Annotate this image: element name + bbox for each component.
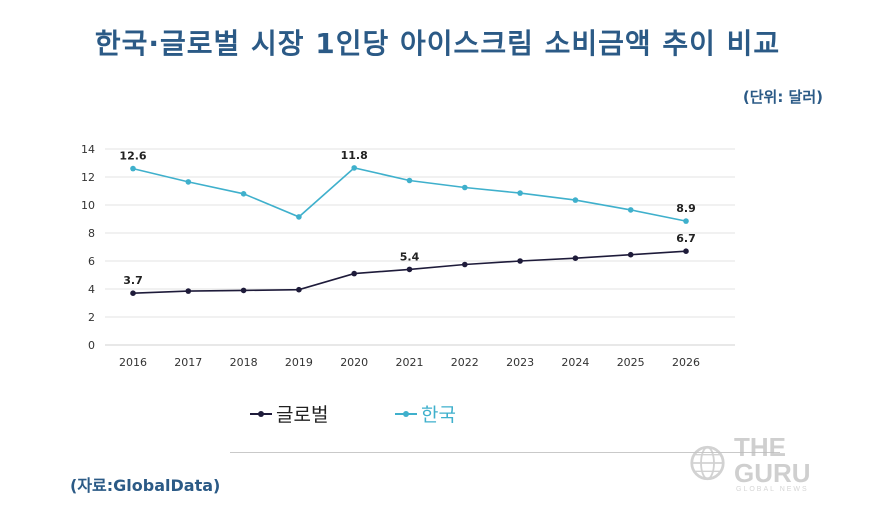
data-point-korea xyxy=(462,184,468,191)
data-point-korea xyxy=(296,214,302,220)
line-chart: 0 2 4 6 8 10 12 14 2016 2017 2018 2019 2020 2021 2022 2… xyxy=(81,143,735,369)
y-tick-label: 10 xyxy=(81,199,95,212)
x-tick-label: 2017 xyxy=(174,356,202,369)
data-point-global xyxy=(185,288,192,294)
data-point-global xyxy=(683,248,689,254)
y-tick-label: 8 xyxy=(88,227,95,240)
x-tick-label: 2025 xyxy=(617,356,645,369)
globe-icon xyxy=(690,445,725,481)
series-line-korea xyxy=(132,167,687,222)
data-label-global: 5.4 xyxy=(400,250,420,263)
chart-legend: 글로벌 한국 xyxy=(0,400,875,430)
watermark-name: THE GURU xyxy=(734,431,811,488)
data-point-korea xyxy=(351,165,358,171)
data-label-global: 6.7 xyxy=(676,232,696,245)
y-tick-label: 12 xyxy=(81,171,95,184)
x-tick-label: 2021 xyxy=(396,356,424,369)
x-tick-label: 2024 xyxy=(561,356,589,369)
data-point-korea xyxy=(130,165,136,172)
data-point-global xyxy=(351,270,358,277)
legend-marker-korea xyxy=(395,410,417,417)
data-point-korea xyxy=(240,191,247,197)
watermark-sub: GLOBAL NEWS xyxy=(736,485,809,493)
data-point-global xyxy=(462,261,468,268)
x-tick-label: 2018 xyxy=(230,356,258,369)
data-point-korea xyxy=(517,190,523,196)
watermark-logo: THE GURU GLOBAL NEWS xyxy=(689,434,859,493)
data-label-korea: 11.8 xyxy=(341,149,368,162)
data-point-global xyxy=(627,251,634,258)
unit-note: (단위: 달러) xyxy=(742,88,823,106)
data-point-korea xyxy=(683,218,689,224)
data-point-korea xyxy=(572,197,579,203)
data-point-global xyxy=(296,286,302,293)
data-point-global xyxy=(240,287,247,294)
data-label-global: 3.7 xyxy=(123,274,143,287)
x-tick-label: 2020 xyxy=(340,356,368,369)
data-point-global xyxy=(517,258,523,264)
legend-label-global: 글로벌 xyxy=(276,404,329,426)
x-tick-label: 2019 xyxy=(285,356,313,369)
legend-marker-global xyxy=(250,410,272,417)
x-tick-label: 2023 xyxy=(506,356,534,369)
y-tick-label: 0 xyxy=(88,339,95,352)
y-tick-label: 4 xyxy=(88,283,95,296)
data-point-global xyxy=(130,290,136,297)
data-label-korea: 12.6 xyxy=(119,150,146,163)
chart-title: 한국·글로벌 시장 1인당 아이스크림 소비금액 추이 비교 xyxy=(94,27,781,60)
data-point-global xyxy=(572,255,579,261)
legend-item-global: 글로벌 xyxy=(250,400,328,427)
data-point-korea xyxy=(406,177,413,184)
legend-item-korea: 한국 xyxy=(395,400,456,427)
data-label-korea: 8.9 xyxy=(676,202,696,215)
y-tick-label: 6 xyxy=(88,255,95,268)
divider-line xyxy=(230,452,780,453)
legend-label-korea: 한국 xyxy=(421,404,456,426)
source-note: (자료:GlobalData) xyxy=(70,476,221,495)
data-point-korea xyxy=(185,179,192,185)
data-point-korea xyxy=(627,207,634,213)
x-tick-label: 2026 xyxy=(672,356,700,369)
x-tick-label: 2022 xyxy=(451,356,479,369)
x-tick-label: 2016 xyxy=(119,356,147,369)
y-tick-label: 2 xyxy=(88,311,95,324)
y-tick-label: 14 xyxy=(81,143,95,156)
data-point-global xyxy=(406,266,413,273)
